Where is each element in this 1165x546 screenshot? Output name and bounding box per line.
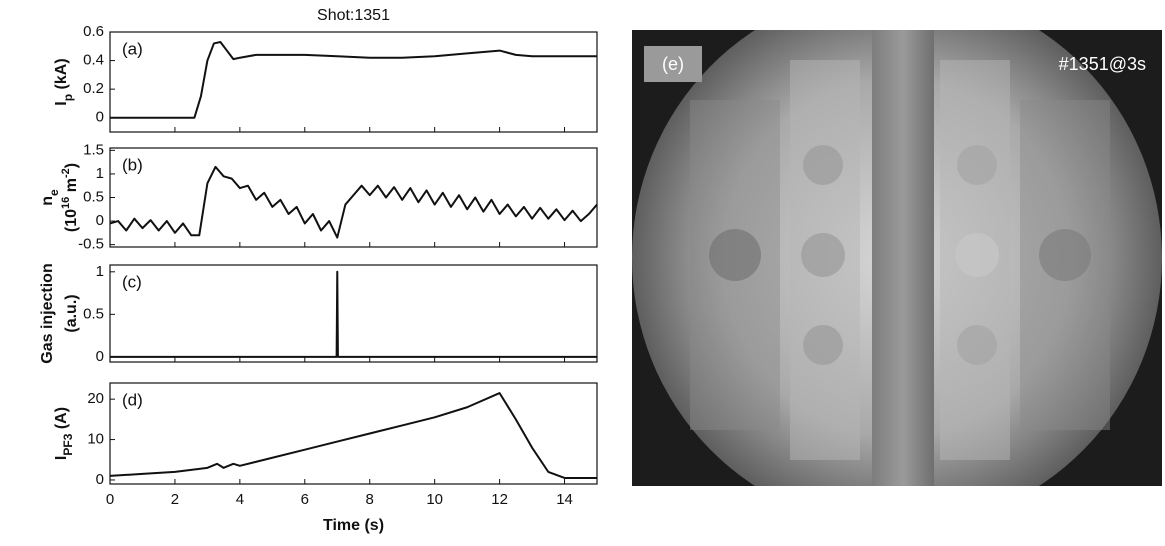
- y-tick-label: 0.5: [83, 305, 104, 322]
- y-axis-label-part: n: [39, 196, 56, 206]
- port: [957, 145, 997, 185]
- x-tick-label: 0: [106, 491, 114, 508]
- port: [801, 233, 845, 277]
- port: [1039, 229, 1091, 281]
- label-box: [644, 46, 702, 82]
- y-tick-label: 0: [96, 109, 104, 126]
- y-axis-label-part: PF3: [61, 433, 75, 455]
- x-tick-label: 14: [556, 491, 573, 508]
- center-column: [872, 30, 934, 486]
- y-axis-label-part: 16: [60, 197, 72, 209]
- image-caption: #1351@3s: [1059, 54, 1146, 74]
- y-tick-label: 0.4: [83, 52, 104, 69]
- y-axis-label-part: e: [47, 189, 61, 196]
- y-tick-label: 0.6: [83, 23, 104, 40]
- y-tick-label: 1: [96, 165, 104, 182]
- y-axis-label-part: I: [53, 456, 70, 460]
- y-axis-label: Ip (kA): [53, 58, 75, 105]
- panel-label: (b): [122, 155, 143, 174]
- port: [803, 145, 843, 185]
- x-tick-label: 8: [366, 491, 374, 508]
- camera-image: (e) #1351@3s: [632, 30, 1162, 486]
- data-line: [109, 165, 598, 239]
- y-axis-label-part: m: [63, 178, 80, 197]
- port: [957, 325, 997, 365]
- y-tick-label: 0: [96, 471, 104, 488]
- y-axis-label-part: (A): [53, 407, 70, 434]
- y-axis-label-part: (kA): [53, 58, 70, 94]
- x-tick-label: 2: [171, 491, 179, 508]
- chart-title: Shot:1351: [317, 7, 390, 24]
- data-line: [110, 270, 597, 358]
- y-axis-label-part: Gas injection: [39, 263, 56, 363]
- y-tick-label: 0: [96, 212, 104, 229]
- y-axis-label-part: -2: [60, 168, 72, 178]
- port: [803, 325, 843, 365]
- y-tick-label: 20: [87, 390, 104, 407]
- plot-frame: [109, 382, 598, 485]
- y-axis-label: (a.u.): [63, 294, 80, 332]
- port: [955, 233, 999, 277]
- y-axis-label: ne: [39, 189, 61, 206]
- y-axis-label-part: (a.u.): [63, 294, 80, 332]
- port: [709, 229, 761, 281]
- y-axis-label-part: p: [61, 94, 75, 101]
- x-axis-label: Time (s): [323, 517, 384, 534]
- y-tick-label: 10: [87, 431, 104, 448]
- y-tick-label: 0: [96, 348, 104, 365]
- panel-label: (d): [122, 390, 143, 409]
- y-tick-label: 0.5: [83, 188, 104, 205]
- plot-frame: [109, 264, 598, 363]
- data-line: [110, 41, 597, 119]
- plot-frame: [109, 31, 598, 133]
- panel-label: (a): [122, 39, 143, 58]
- panel-label: (c): [122, 272, 142, 291]
- data-line: [109, 392, 597, 479]
- y-axis-label-part: ): [63, 163, 80, 168]
- y-axis-label: IPF3 (A): [53, 407, 75, 460]
- y-axis-label: (1016 m-2): [60, 163, 80, 232]
- y-tick-label: 1: [96, 263, 104, 280]
- y-tick-label: -0.5: [78, 236, 104, 253]
- image-label: (e): [662, 54, 684, 74]
- y-tick-label: 1.5: [83, 141, 104, 158]
- x-tick-label: 12: [491, 491, 508, 508]
- x-tick-label: 6: [301, 491, 309, 508]
- y-axis-label-part: I: [53, 101, 70, 105]
- y-tick-label: 0.2: [83, 80, 104, 97]
- y-axis-label-part: (10: [63, 209, 80, 232]
- y-axis-label: Gas injection: [39, 263, 56, 363]
- plot-frame: [109, 147, 598, 248]
- x-tick-label: 4: [236, 491, 244, 508]
- x-tick-label: 10: [426, 491, 443, 508]
